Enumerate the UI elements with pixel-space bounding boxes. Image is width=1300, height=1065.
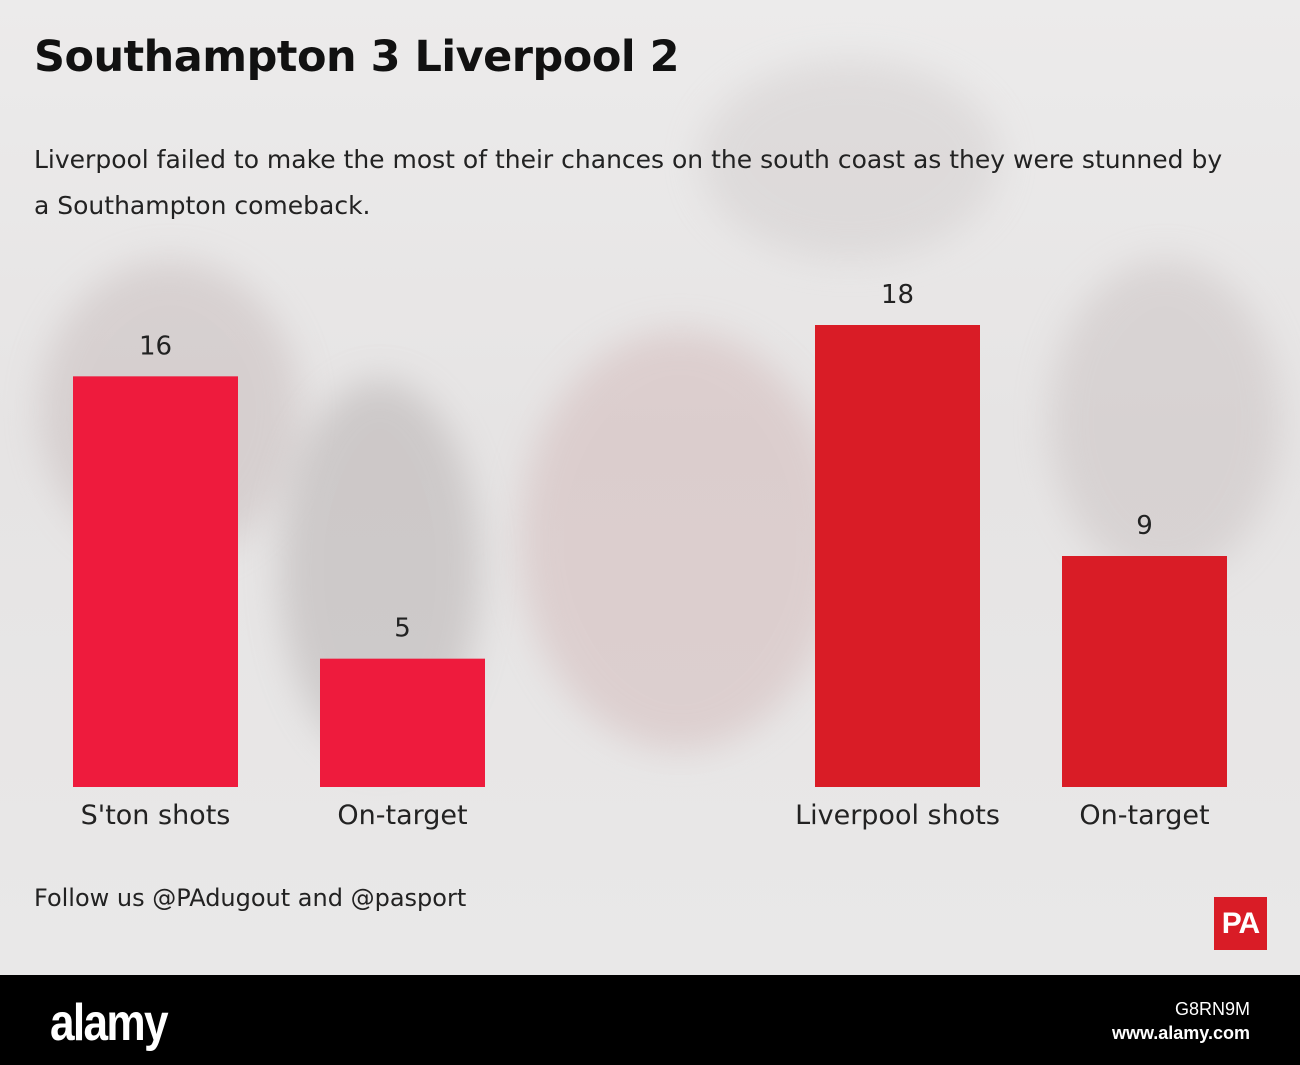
bar-1 — [73, 376, 238, 787]
category-label: S'ton shots — [81, 800, 231, 831]
category-label: On-target — [1079, 800, 1209, 831]
bar-chart: 16 S'ton shots 5 On-target 18 Liverpool shots… — [73, 280, 1227, 831]
bar-value-label: 9 — [1136, 511, 1153, 541]
chart-subtitle: Liverpool failed to make the most of the… — [34, 145, 1223, 220]
bar-value-label: 18 — [881, 280, 914, 310]
infographic-panel: Southampton 3 Liverpool 2 Liverpool fail… — [0, 0, 1300, 975]
background-crowd-shape — [700, 60, 1000, 260]
image-id: G8RN9M — [1174, 999, 1250, 1019]
category-label: Liverpool shots — [795, 800, 1000, 831]
chart-title: Southampton 3 Liverpool 2 — [34, 32, 680, 82]
bar-2 — [320, 658, 485, 787]
pa-logo: PA — [1214, 897, 1267, 950]
background-crowd-shape — [1050, 260, 1280, 580]
alamy-logo: alamy — [50, 994, 169, 1052]
image-reference: G8RN9M www.alamy.com — [1112, 997, 1250, 1045]
bar-value-label: 16 — [139, 331, 172, 361]
category-label: On-target — [337, 800, 467, 831]
bar-3 — [815, 325, 980, 787]
social-footer: Follow us @PAdugout and @pasport — [34, 884, 467, 912]
site-url: www.alamy.com — [1111, 1023, 1250, 1043]
bar-value-label: 5 — [394, 614, 411, 644]
background-player-shape — [520, 330, 840, 750]
watermark-banner: alamy G8RN9M www.alamy.com — [0, 975, 1300, 1065]
bar-4 — [1062, 556, 1227, 787]
